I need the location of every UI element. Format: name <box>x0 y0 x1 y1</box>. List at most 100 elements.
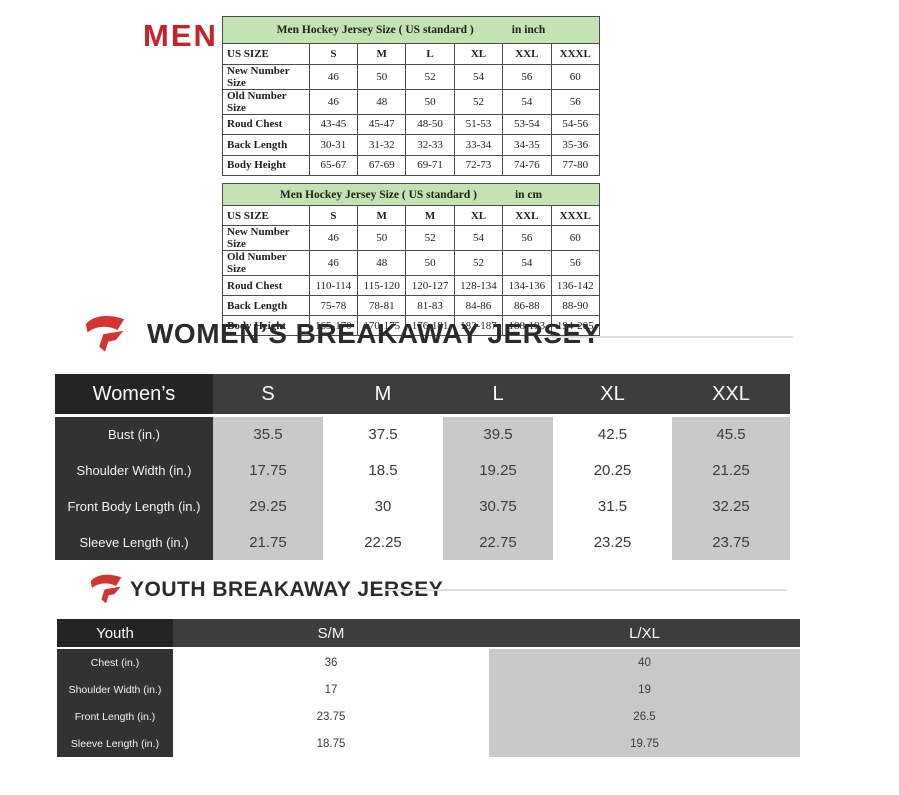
men-table-unit-text: in inch <box>511 24 546 36</box>
men-table-title: Men Hockey Jersey Size ( US standard ) in… <box>222 183 600 206</box>
womens-value-cell: 23.75 <box>672 524 790 560</box>
men-value-cell: 54 <box>453 225 504 251</box>
youth-header-row: Youth S/M L/XL <box>57 619 800 647</box>
men-row-label: New Number Size <box>222 63 310 90</box>
men-value-cell: 115-120 <box>357 275 407 296</box>
men-table-row: Back Length 75-78 78-81 81-83 84-86 86-88 88-9… <box>222 295 600 316</box>
men-value-cell: 54 <box>502 250 552 276</box>
womens-corner-header: Women’s <box>55 374 213 414</box>
men-size-header: M <box>405 205 455 226</box>
men-value-cell: 65-67 <box>308 154 359 176</box>
youth-size-header: S/M <box>173 619 489 647</box>
womens-table-row: Front Body Length (in.) 29.25 30 30.75 31.5 3… <box>55 488 790 525</box>
men-value-cell: 32-33 <box>405 134 455 156</box>
womens-value-cell: 42.5 <box>553 417 672 453</box>
men-value-cell: 46 <box>308 225 359 251</box>
youth-value-cell: 19.75 <box>489 730 800 757</box>
men-size-table-cm: Men Hockey Jersey Size ( US standard ) in… <box>222 183 600 336</box>
youth-table-row: Front Length (in.) 23.75 26.5 <box>57 703 800 730</box>
men-value-cell: 182-187 <box>453 315 504 336</box>
womens-header-row: Women’s S M L XL XXL <box>55 374 790 414</box>
men-value-cell: 30-31 <box>308 134 359 156</box>
men-value-cell: 56 <box>502 225 552 251</box>
men-size-header: M <box>357 205 407 226</box>
men-value-cell: 54 <box>502 88 552 115</box>
youth-row-label: Front Length (in.) <box>57 703 173 730</box>
men-value-cell: 88-90 <box>550 295 600 316</box>
men-table-unit-text: in cm <box>514 188 543 201</box>
men-value-cell: 194-205 <box>550 315 600 336</box>
womens-size-header: M <box>323 374 443 414</box>
men-value-cell: 33-34 <box>453 134 504 156</box>
men-size-header: S <box>308 205 359 226</box>
men-size-header: S <box>308 43 359 65</box>
men-value-cell: 110-114 <box>308 275 359 296</box>
men-size-header: XL <box>453 205 504 226</box>
men-value-cell: 136-142 <box>550 275 600 296</box>
men-corner-header: US SIZE <box>222 43 310 65</box>
womens-table-row: Shoulder Width (in.) 17.75 18.5 19.25 20.25 2… <box>55 452 790 489</box>
youth-table-row: Sleeve Length (in.) 18.75 19.75 <box>57 730 800 757</box>
womens-size-header: XL <box>553 374 672 414</box>
men-value-cell: 52 <box>453 250 504 276</box>
men-row-label: Roud Chest <box>222 113 310 135</box>
men-table-row: Back Length 30-31 31-32 32-33 33-34 34-35 35-3… <box>222 134 600 156</box>
men-size-header: L <box>405 43 455 65</box>
womens-row-label: Front Body Length (in.) <box>55 488 213 525</box>
youth-section-title: YOUTH BREAKAWAY JERSEY <box>130 578 444 601</box>
youth-size-header: L/XL <box>489 619 800 647</box>
men-corner-header: US SIZE <box>222 205 310 226</box>
womens-value-cell: 35.5 <box>213 417 323 453</box>
men-value-cell: 69-71 <box>405 154 455 176</box>
womens-value-cell: 17.75 <box>213 452 323 489</box>
womens-value-cell: 20.25 <box>553 452 672 489</box>
men-value-cell: 34-35 <box>502 134 552 156</box>
men-value-cell: 176-181 <box>405 315 455 336</box>
womens-table-body: Bust (in.) 35.5 37.5 39.5 42.5 45.5 Shoulder W… <box>55 417 790 560</box>
men-value-cell: 43-45 <box>308 113 359 135</box>
womens-value-cell: 22.75 <box>443 524 553 560</box>
men-table-row: New Number Size 46 50 52 54 56 60 <box>222 63 600 90</box>
youth-row-label: Shoulder Width (in.) <box>57 676 173 703</box>
men-value-cell: 46 <box>308 250 359 276</box>
men-value-cell: 67-69 <box>357 154 407 176</box>
youth-table-body: Chest (in.) 36 40 Shoulder Width (in.) 17 19 F… <box>57 649 800 757</box>
womens-title-rule <box>552 336 793 338</box>
men-section-label: MEN <box>143 18 218 53</box>
men-value-cell: 54-56 <box>550 113 600 135</box>
men-table-row: Roud Chest 43-45 45-47 48-50 51-53 53-54 54-56 <box>222 113 600 135</box>
men-size-header: XXXL <box>550 205 600 226</box>
womens-size-header: XXL <box>672 374 790 414</box>
men-value-cell: 53-54 <box>502 113 552 135</box>
men-row-label: Old Number Size <box>222 88 310 115</box>
men-value-cell: 50 <box>405 250 455 276</box>
fanatics-logo-icon <box>85 315 125 352</box>
men-value-cell: 60 <box>550 63 600 90</box>
men-value-cell: 60 <box>550 225 600 251</box>
men-table-row: Roud Chest 110-114 115-120 120-127 128-134 13… <box>222 275 600 296</box>
womens-section-title: WOMEN’S BREAKAWAY JERSEY <box>147 318 601 349</box>
men-table-row: Body Height 65-67 67-69 69-71 72-73 74-76 77-8… <box>222 154 600 176</box>
men-value-cell: 56 <box>502 63 552 90</box>
men-value-cell: 74-76 <box>502 154 552 176</box>
youth-value-cell: 17 <box>173 676 489 703</box>
youth-value-cell: 18.75 <box>173 730 489 757</box>
men-value-cell: 46 <box>308 63 359 90</box>
men-row-label: Old Number Size <box>222 250 310 276</box>
womens-value-cell: 18.5 <box>323 452 443 489</box>
youth-row-label: Chest (in.) <box>57 649 173 676</box>
men-table-title-text: Men Hockey Jersey Size ( US standard ) <box>276 24 474 36</box>
womens-size-table: Women’s S M L XL XXL Bust (in.) 35.5 37.5 39.5 42.… <box>55 374 790 560</box>
womens-row-label: Sleeve Length (in.) <box>55 524 213 560</box>
youth-value-cell: 26.5 <box>489 703 800 730</box>
men-row-label: Body Height <box>222 315 310 336</box>
men-value-cell: 46 <box>308 88 359 115</box>
men-value-cell: 120-127 <box>405 275 455 296</box>
men-table-row: Old Number Size 46 48 50 52 54 56 <box>222 88 600 115</box>
men-table-title-text: Men Hockey Jersey Size ( US standard ) <box>279 188 477 201</box>
men-value-cell: 165-170 <box>308 315 359 336</box>
men-row-label: Back Length <box>222 134 310 156</box>
youth-table-row: Shoulder Width (in.) 17 19 <box>57 676 800 703</box>
men-size-header: XXL <box>502 43 552 65</box>
